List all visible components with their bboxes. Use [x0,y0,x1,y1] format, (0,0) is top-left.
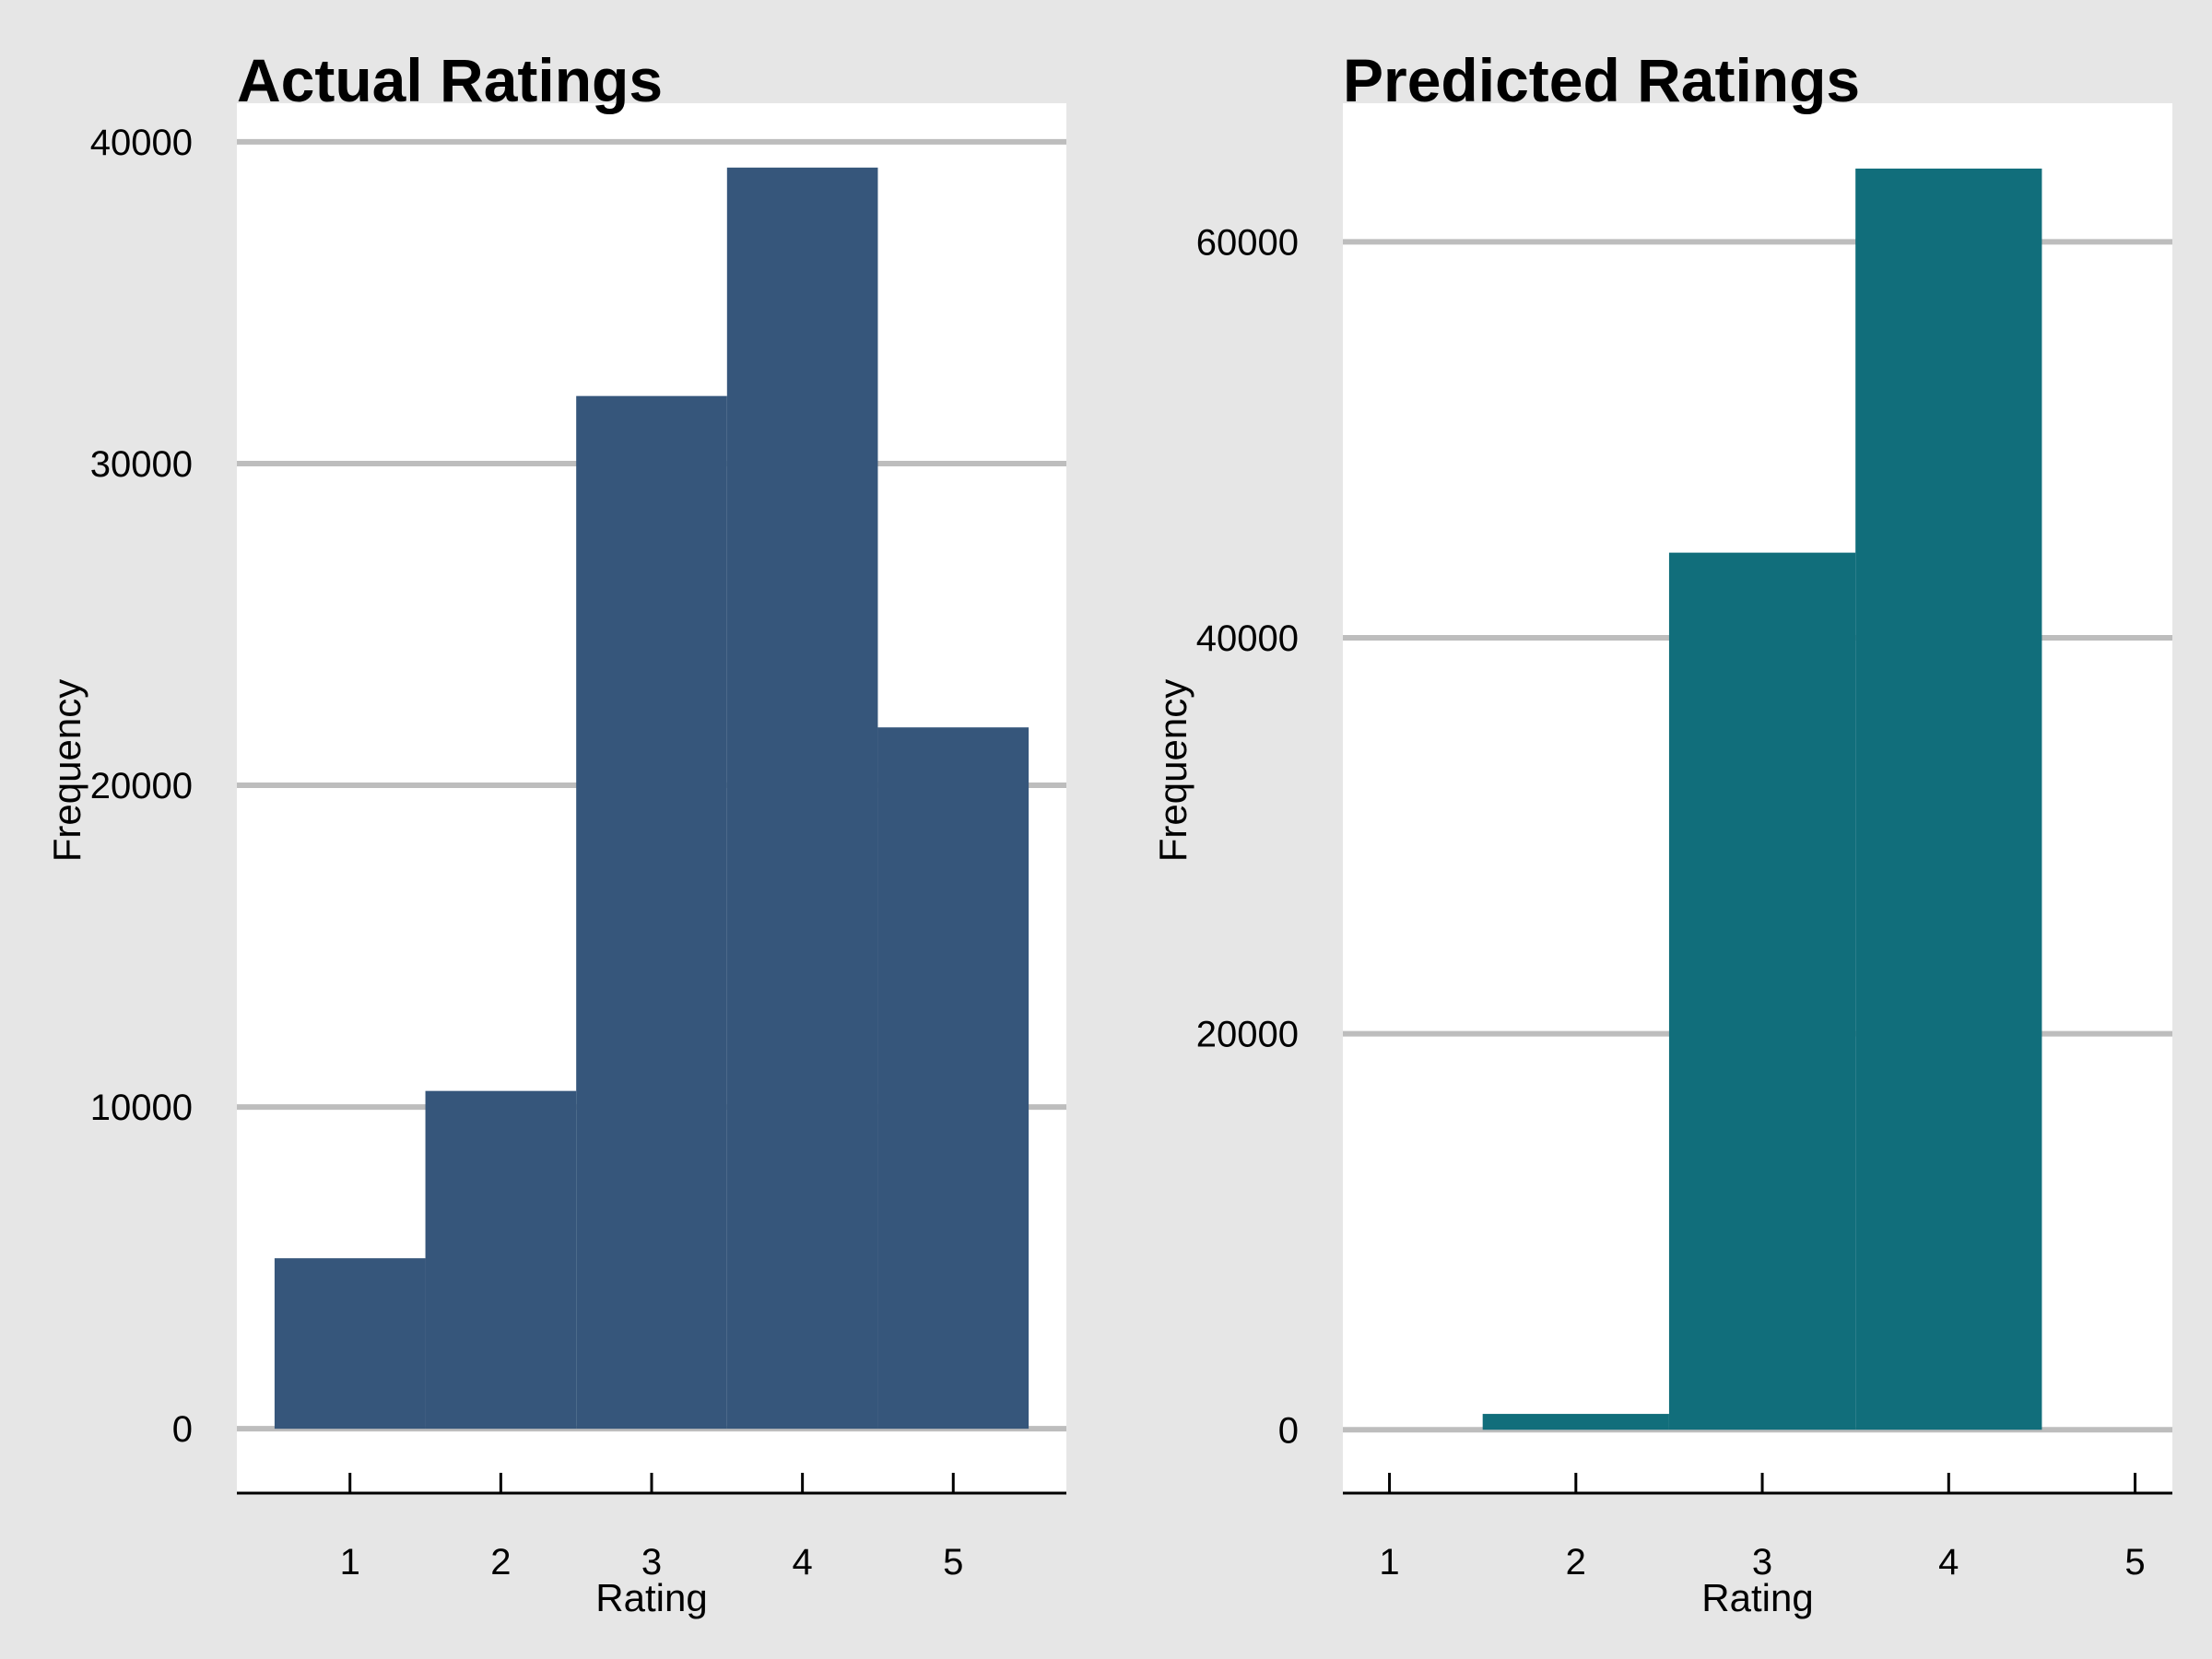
x-tick-label: 3 [641,1542,662,1583]
chart-title: Predicted Ratings [1343,46,1860,114]
x-tick-label: 2 [1566,1542,1586,1583]
x-tick-label: 2 [490,1542,511,1583]
chart-panel-1: 1 2 3 4 5 0 10000 20000 30000 40000 Actual Ratings… [45,46,1066,1619]
y-axis-title: Frequency [45,679,88,862]
bar-rating-4 [1855,168,2042,1430]
x-tick-label: 4 [793,1542,813,1583]
bar-rating-2 [1482,1414,1669,1430]
bar-rating-1 [274,1258,426,1430]
x-tick-label: 1 [1379,1542,1399,1583]
bar-rating-2 [425,1090,577,1430]
chart-panel-2: 1 2 3 4 5 0 20000 40000 60000 Predicted Ratings Ra… [1151,46,2172,1619]
x-axis-title: Rating [1701,1576,1813,1619]
y-tick-label: 10000 [90,1088,193,1128]
bar-rating-3 [1668,552,1856,1430]
x-tick-label: 4 [1938,1542,1959,1583]
y-tick-label: 40000 [1196,618,1299,659]
x-tick-label: 3 [1752,1542,1772,1583]
y-tick-label: 40000 [90,123,193,163]
x-tick-label: 5 [2124,1542,2145,1583]
y-tick-label: 20000 [1196,1015,1299,1055]
y-tick-label: 0 [172,1409,193,1450]
bar-rating-5 [877,727,1030,1430]
y-tick-label: 60000 [1196,222,1299,263]
y-tick-label: 20000 [90,766,193,806]
x-axis-title: Rating [595,1576,707,1619]
x-tick-label: 5 [943,1542,963,1583]
bar-rating-4 [726,167,878,1430]
chart-title: Actual Ratings [237,46,663,114]
bar-rating-3 [576,395,727,1430]
x-tick-label: 1 [340,1542,360,1583]
y-tick-label: 0 [1278,1410,1299,1451]
y-axis-title: Frequency [1151,679,1194,862]
y-tick-label: 30000 [90,444,193,485]
